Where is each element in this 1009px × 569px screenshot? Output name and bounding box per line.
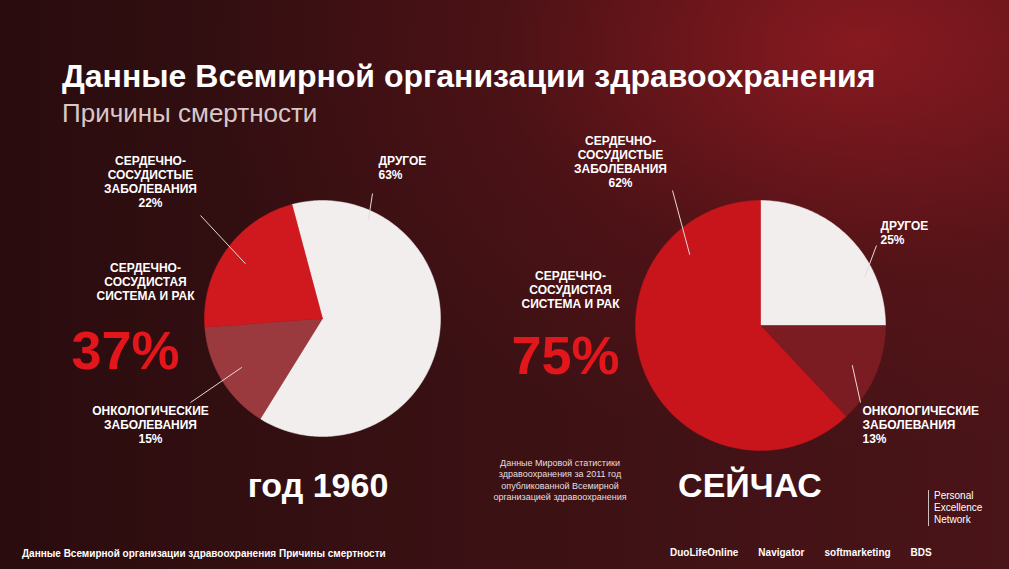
svg-text:ОНКОЛОГИЧЕСКИЕЗАБОЛЕВАНИЯ13%: ОНКОЛОГИЧЕСКИЕЗАБОЛЕВАНИЯ13%	[863, 404, 980, 446]
html-text:DuoLifeOnline: DuoLifeOnline	[670, 547, 739, 558]
svg-text:СЕРДЕЧНО-СОСУДИСТАЯСИСТЕМА И Р: СЕРДЕЧНО-СОСУДИСТАЯСИСТЕМА И РАК	[97, 261, 196, 303]
svg-text:СЕРДЕЧНО-СОСУДИСТЫЕЗАБОЛЕВАНИЯ: СЕРДЕЧНО-СОСУДИСТЫЕЗАБОЛЕВАНИЯ22%	[104, 154, 197, 209]
svg-text:37%: 37%	[71, 320, 179, 380]
html-text:Данные Мировой статистики здра: Данные Мировой статистики здравоохранени…	[493, 458, 627, 502]
html-text:год 1960: год 1960	[247, 466, 389, 504]
svg-text:ДРУГОЕ63%: ДРУГОЕ63%	[379, 154, 427, 182]
html-text:Navigator: Navigator	[758, 547, 805, 558]
html-text:Данные Всемирной организации з: Данные Всемирной организации здравоохран…	[22, 548, 386, 559]
html-text:Данные Всемирной организации з: Данные Всемирной организации здравоохран…	[62, 58, 876, 94]
svg-text:СЕРДЕЧНО-СОСУДИСТЫЕЗАБОЛЕВАНИЯ: СЕРДЕЧНО-СОСУДИСТЫЕЗАБОЛЕВАНИЯ62%	[574, 134, 667, 189]
svg-text:ДРУГОЕ25%: ДРУГОЕ25%	[881, 219, 929, 247]
html-text:Причины смертности: Причины смертности	[62, 98, 318, 128]
svg-text:ОНКОЛОГИЧЕСКИЕЗАБОЛЕВАНИЯ15%: ОНКОЛОГИЧЕСКИЕЗАБОЛЕВАНИЯ15%	[92, 404, 209, 446]
html-text:Personal Excellence Network: Personal Excellence Network	[934, 490, 983, 525]
svg-text:75%: 75%	[511, 325, 619, 385]
svg-text:СЕРДЕЧНО-СОСУДИСТАЯСИСТЕМА И Р: СЕРДЕЧНО-СОСУДИСТАЯСИСТЕМА И РАК	[522, 269, 621, 311]
html-text:BDS: BDS	[910, 547, 932, 558]
html-text:softmarketing: softmarketing	[824, 547, 891, 558]
html-text:СЕЙЧАС: СЕЙЧАС	[678, 466, 822, 504]
